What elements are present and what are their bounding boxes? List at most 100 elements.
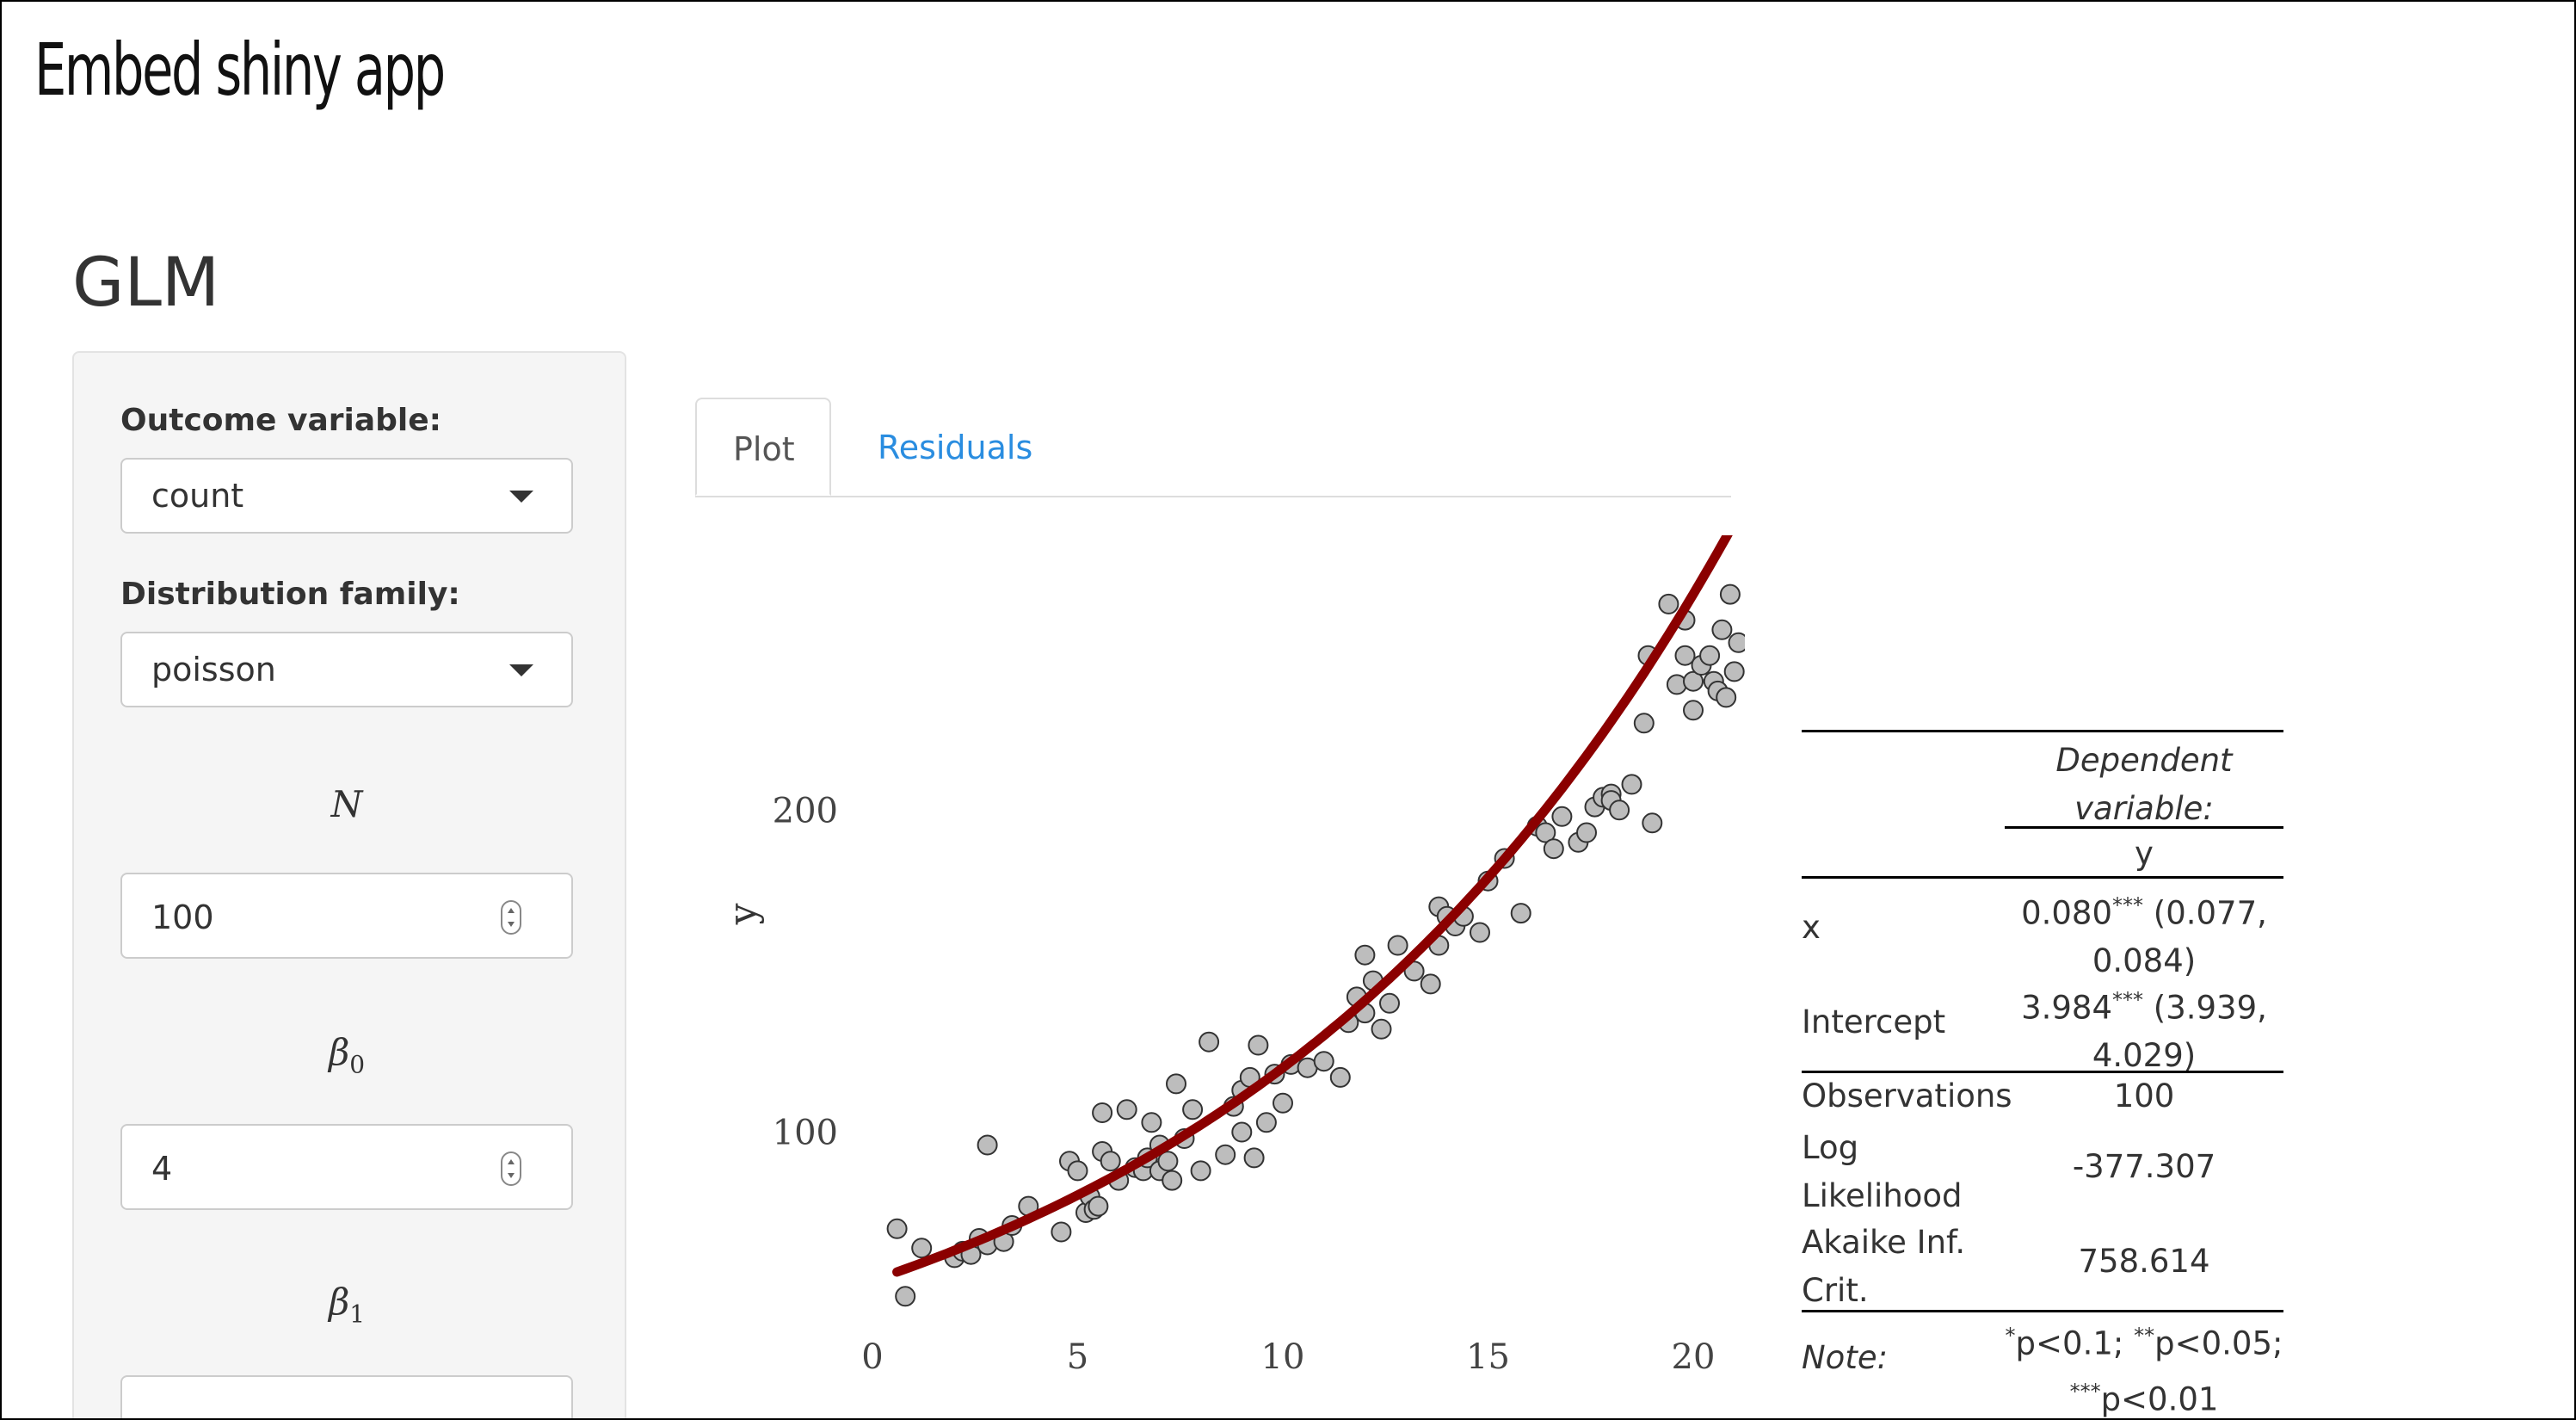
sidebar-panel: Outcome variable: count Distribution fam… (72, 351, 626, 1418)
stat-loglik-name: Log Likelihood (1802, 1129, 1963, 1214)
x-tick-label: 10 (1261, 1337, 1305, 1377)
beta1-label: β1 (328, 1281, 366, 1329)
fit-line (892, 535, 1733, 1277)
n-input[interactable]: 100 (120, 873, 573, 959)
data-point (911, 1238, 933, 1259)
row-x-name: x (1802, 909, 1821, 946)
data-point (1543, 838, 1564, 860)
data-point (1642, 812, 1663, 834)
beta1-input[interactable] (120, 1375, 573, 1418)
data-point (1609, 800, 1630, 821)
stat-loglik-value: -377.307 (2072, 1148, 2216, 1185)
y-tick-label: 200 (773, 791, 838, 830)
scatter-plot: 0 5 10 15 20 100 200 y (721, 535, 1745, 1377)
data-point (886, 1218, 908, 1239)
row-intercept-value: 3.984*** (3.939, 4.029) (2021, 988, 2267, 1075)
data-point (1116, 1099, 1137, 1121)
data-point (1092, 1102, 1113, 1123)
n-label: N (330, 783, 363, 825)
data-point (1273, 1092, 1293, 1114)
data-point (1371, 1018, 1392, 1040)
data-point (1420, 973, 1441, 995)
y-axis-label: y (721, 903, 765, 925)
data-point (1403, 960, 1425, 982)
data-point (1621, 774, 1642, 795)
row-x-value: 0.080*** (0.077, 0.084) (2021, 893, 2267, 980)
data-point (1379, 992, 1400, 1014)
outcome-variable-label: Outcome variable: (120, 403, 442, 438)
data-point (1088, 1195, 1109, 1217)
data-point (1683, 670, 1704, 692)
x-tick-label: 15 (1466, 1337, 1510, 1377)
x-tick-label: 20 (1672, 1337, 1716, 1377)
stat-observations-name: Observations (1802, 1077, 2012, 1114)
note-text: *p<0.1; **p<0.05; ***p<0.01 (2005, 1324, 2283, 1418)
data-point (1255, 1112, 1277, 1133)
x-tick-label: 5 (1067, 1337, 1088, 1377)
data-point (1215, 1144, 1236, 1165)
data-point (1674, 645, 1696, 666)
tab-bar: Plot Residuals (695, 398, 1731, 497)
data-point (1387, 935, 1408, 956)
n-value: 100 (151, 898, 214, 936)
y-tick-label: 100 (773, 1114, 838, 1153)
data-point (1699, 645, 1721, 666)
distribution-family-label: Distribution family: (120, 577, 460, 612)
beta0-input[interactable]: 4 (120, 1124, 573, 1210)
confidence-band (897, 535, 1731, 1274)
distribution-family-value: poisson (151, 651, 276, 688)
data-point (1243, 1147, 1265, 1169)
data-point (1190, 1160, 1211, 1182)
distribution-family-select[interactable]: poisson (120, 632, 573, 707)
beta0-label: β0 (328, 1031, 366, 1079)
data-point (1157, 1151, 1179, 1172)
data-point (1166, 1073, 1186, 1095)
dependent-variable-name: y (2135, 835, 2154, 872)
dependent-variable-header: Dependent variable: (2055, 742, 2233, 827)
data-point (1051, 1221, 1072, 1243)
outcome-variable-select[interactable]: count (120, 458, 573, 534)
x-tick-label: 0 (861, 1337, 883, 1377)
data-point (1162, 1170, 1183, 1191)
data-point (1728, 632, 1745, 653)
data-point (1723, 661, 1745, 682)
beta0-value: 4 (151, 1150, 173, 1188)
chevron-down-icon (509, 664, 533, 676)
data-point (1470, 922, 1490, 943)
deck-title: Embed shiny app (34, 28, 446, 112)
data-point (1658, 593, 1679, 614)
data-point (1141, 1112, 1162, 1133)
data-point (1100, 1151, 1121, 1172)
data-point (1719, 583, 1741, 605)
data-point (1199, 1031, 1220, 1053)
data-point (1551, 806, 1573, 827)
data-point (1716, 687, 1737, 708)
outcome-variable-value: count (151, 477, 244, 515)
chevron-down-icon (509, 491, 533, 503)
data-point (1182, 1099, 1204, 1121)
tab-plot[interactable]: Plot (695, 398, 831, 496)
data-point (1231, 1121, 1253, 1143)
data-point (1313, 1051, 1334, 1072)
stepper-icon[interactable] (501, 1151, 521, 1186)
note-label: Note: (1802, 1339, 1889, 1376)
stepper-icon[interactable] (501, 900, 521, 935)
data-point (1510, 903, 1531, 924)
data-point (1354, 944, 1376, 966)
data-point (1711, 619, 1733, 640)
app-title: GLM (72, 244, 220, 322)
stat-aic-name: Akaike Inf. Crit. (1802, 1224, 1966, 1309)
data-point (895, 1286, 916, 1307)
data-point (1535, 822, 1556, 843)
data-point (1633, 713, 1655, 734)
data-point (977, 1134, 998, 1156)
data-point (1248, 1034, 1269, 1056)
stat-observations-value: 100 (2113, 1077, 2175, 1114)
tab-residuals[interactable]: Residuals (878, 429, 1033, 466)
data-point (1067, 1160, 1088, 1182)
data-point (1576, 822, 1597, 843)
data-point (1683, 700, 1704, 721)
stat-aic-value: 758.614 (2078, 1243, 2210, 1280)
data-point (1329, 1066, 1351, 1088)
